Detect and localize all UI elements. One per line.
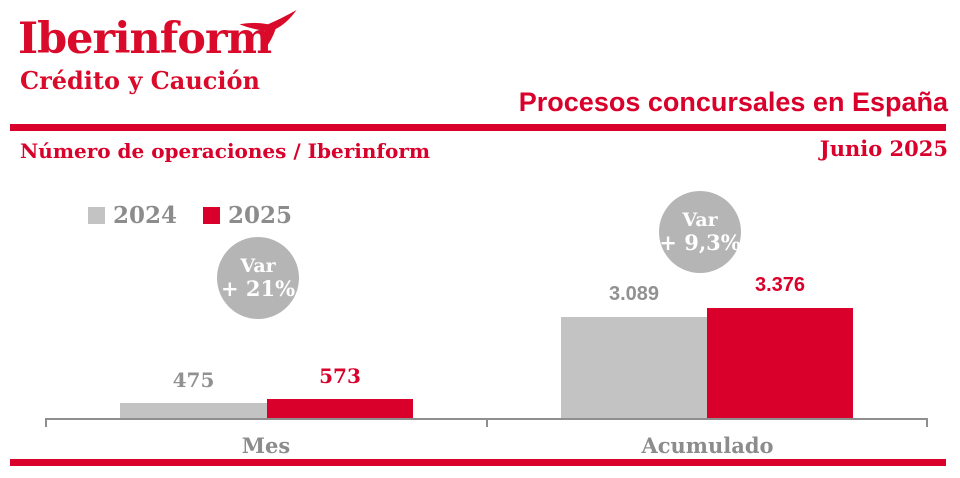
bar-column-acumulado-2025: 3.376 xyxy=(707,178,853,418)
swallow-logo-icon xyxy=(239,10,297,50)
legend-swatch-2025 xyxy=(203,207,221,224)
legend-label-2024: 2024 xyxy=(113,202,178,229)
bar-column-acumulado-2024: 3.089 xyxy=(561,178,707,418)
bar-value-label: 475 xyxy=(172,368,215,392)
bar-mes-2025 xyxy=(267,399,413,418)
legend: 2024 2025 xyxy=(88,202,292,229)
variation-badge-mes: Var + 21% xyxy=(217,237,299,319)
variation-label: Var xyxy=(240,254,276,277)
logo-wordmark: Iberinform xyxy=(18,14,272,64)
legend-swatch-2024 xyxy=(88,207,105,224)
axis-tick-right xyxy=(926,418,928,427)
bar-acumulado-2024 xyxy=(561,317,707,418)
variation-value: + 21% xyxy=(220,276,296,302)
bar-mes-2024 xyxy=(120,403,267,418)
category-label-acumulado: Acumulado xyxy=(641,433,774,458)
legend-item-2024: 2024 xyxy=(88,202,177,229)
page-title: Procesos concursales en España xyxy=(518,87,948,117)
variation-value: + 9,3% xyxy=(659,230,741,256)
bar-value-label: 573 xyxy=(319,364,361,388)
category-label-mes: Mes xyxy=(241,433,291,458)
period-label: Junio 2025 xyxy=(819,136,948,161)
bar-value-label: 3.376 xyxy=(754,274,806,296)
top-divider xyxy=(10,124,946,131)
logo-subtitle: Crédito y Caución xyxy=(20,66,260,95)
bar-value-label: 3.089 xyxy=(608,283,660,305)
variation-label: Var xyxy=(682,208,718,231)
axis-tick-left xyxy=(45,418,47,427)
legend-item-2025: 2025 xyxy=(203,202,292,229)
bar-column-mes-2025: 573 xyxy=(267,178,413,418)
chart-subtitle: Número de operaciones / Iberinform xyxy=(20,139,431,163)
bar-column-mes-2024: 475 xyxy=(120,178,267,418)
axis-tick-middle xyxy=(486,418,488,427)
bottom-divider xyxy=(10,459,946,466)
legend-label-2025: 2025 xyxy=(228,202,293,229)
variation-badge-acumulado: Var + 9,3% xyxy=(659,191,741,273)
bar-acumulado-2025 xyxy=(707,308,853,418)
